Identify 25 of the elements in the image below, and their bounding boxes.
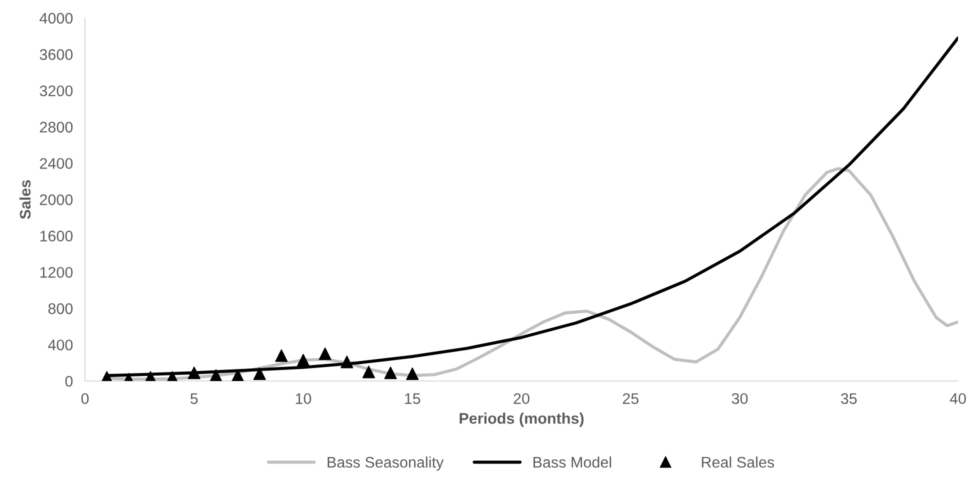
- y-tick-label: 1200: [40, 266, 73, 278]
- x-tick-label: 10: [296, 393, 312, 404]
- x-tick-label: 0: [81, 393, 89, 404]
- x-tick-label: 15: [405, 393, 420, 404]
- x-tick-label: 40: [950, 393, 966, 404]
- y-axis-title: Sales: [19, 180, 31, 220]
- x-tick-label: 20: [514, 393, 530, 404]
- y-tick-label: 2400: [40, 158, 73, 169]
- legend-label: Bass Model: [534, 456, 612, 468]
- x-axis-title: Periods (months): [460, 412, 584, 427]
- y-tick-label: 4000: [40, 12, 73, 24]
- y-tick-label: 3600: [40, 49, 73, 60]
- x-tick-label: 30: [732, 393, 748, 404]
- x-tick-label: 35: [840, 393, 857, 404]
- y-tick-label: 2800: [40, 122, 73, 133]
- y-tick-label: 0: [65, 376, 73, 387]
- y-tick-label: 2000: [40, 194, 73, 206]
- y-tick-label: 400: [48, 340, 73, 350]
- legend-label: Bass Seasonality: [328, 456, 444, 471]
- legend-label: Real Sales: [702, 456, 774, 468]
- y-tick-label: 1600: [40, 230, 73, 242]
- x-tick-label: 25: [622, 393, 638, 404]
- y-tick-label: 3200: [40, 85, 73, 96]
- y-tick-label: 800: [48, 303, 73, 314]
- x-tick-label: 5: [190, 393, 198, 404]
